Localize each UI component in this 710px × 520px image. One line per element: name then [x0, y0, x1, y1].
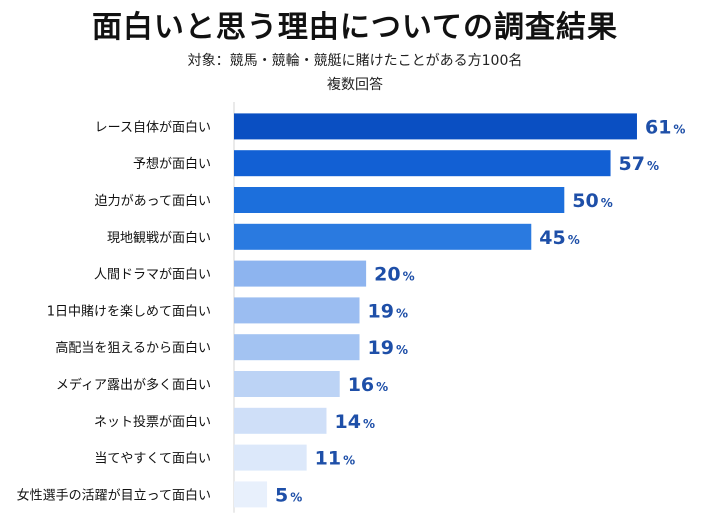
category-label: 1日中賭けを楽しめて面白い [47, 303, 211, 319]
data-label: 50% [572, 190, 612, 212]
bar [234, 481, 268, 508]
category-label: 迫力があって面白い [95, 193, 211, 209]
data-label: 61% [645, 116, 685, 138]
data-label: 20% [374, 264, 414, 286]
category-label: レース自体が面白い [95, 119, 211, 135]
bar [234, 150, 611, 177]
bar [234, 260, 367, 287]
category-label: 予想が面白い [133, 156, 211, 172]
category-label: 高配当を狙えるから面白い [55, 340, 211, 356]
data-label: 19% [368, 300, 408, 322]
category-label: 人間ドラマが面白い [94, 267, 211, 283]
chart-subtitle: 対象：競馬・競輪・競艇に賭けたことがある方100名 [187, 53, 523, 69]
category-label: 女性選手の活躍が目立って面白い [17, 487, 211, 503]
data-label: 5% [275, 484, 302, 506]
bar [234, 334, 360, 361]
bar [234, 223, 532, 250]
data-label: 19% [368, 337, 408, 359]
bar [234, 113, 637, 140]
data-label: 11% [315, 448, 355, 470]
category-label: ネット投票が面白い [94, 414, 211, 430]
category-label: メディア露出が多く面白い [56, 377, 211, 393]
data-label: 57% [619, 153, 659, 175]
bar [234, 407, 327, 434]
bars-group: レース自体が面白い 61 % 予想が面白い 57 % 迫力があって面白い 50 % 現地観戦が面白… [17, 113, 685, 508]
bar [234, 187, 565, 213]
category-label: 現地観戦が面白い [107, 230, 211, 246]
bar [234, 371, 340, 397]
bar [234, 444, 307, 471]
data-label: 16% [348, 374, 388, 396]
chart-note: 複数回答 [327, 77, 383, 93]
data-label: 45% [539, 227, 579, 249]
bar [234, 297, 360, 324]
data-label: 14% [334, 411, 374, 433]
chart-title: 面白いと思う理由についての調査結果 [91, 10, 619, 45]
category-label: 当てやすくて面白い [94, 451, 211, 467]
